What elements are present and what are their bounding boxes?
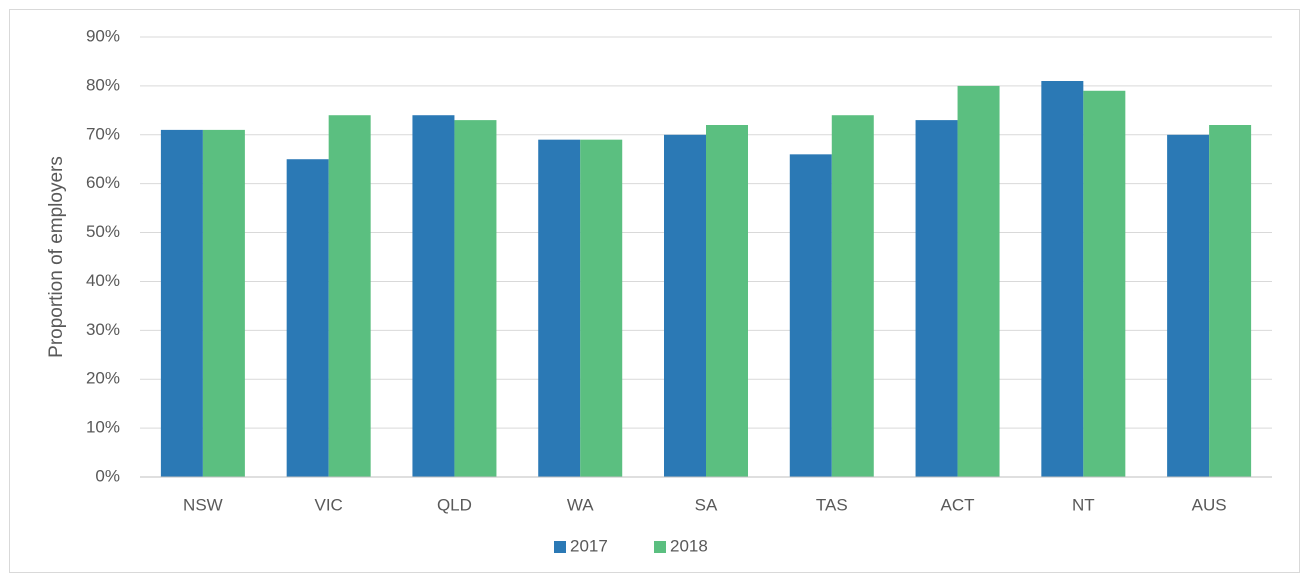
x-tick-label: QLD (437, 495, 472, 514)
bar (1167, 134, 1210, 477)
y-tick-label: 0% (95, 466, 120, 485)
y-tick-label: 20% (86, 369, 120, 388)
bar (789, 154, 832, 478)
y-tick-label: 80% (86, 75, 120, 94)
legend-label: 2017 (570, 536, 608, 555)
y-tick-label: 60% (86, 173, 120, 192)
bar (202, 129, 245, 477)
bar (580, 139, 623, 477)
bar (454, 120, 497, 477)
y-tick-label: 30% (86, 320, 120, 339)
y-tick-label: 70% (86, 124, 120, 143)
x-tick-label: VIC (314, 495, 342, 514)
x-tick-label: AUS (1192, 495, 1227, 514)
x-tick-label: WA (567, 495, 594, 514)
bar (664, 134, 706, 477)
bar (1209, 125, 1252, 477)
y-tick-label: 40% (86, 271, 120, 290)
y-axis-label: Proportion of employers (46, 156, 67, 358)
bar (286, 159, 329, 477)
y-tick-label: 90% (86, 26, 120, 45)
legend-swatch (554, 541, 566, 553)
bar (957, 85, 1000, 477)
x-tick-label: ACT (941, 495, 975, 514)
bar (538, 139, 581, 477)
legend-swatch (654, 541, 666, 553)
x-tick-label: SA (695, 495, 718, 514)
bar (1083, 90, 1126, 478)
bar (706, 125, 748, 477)
x-tick-label: NSW (183, 495, 223, 514)
bar (160, 129, 203, 477)
x-tick-label: NT (1072, 495, 1095, 514)
bar (412, 115, 455, 477)
bar (1041, 81, 1084, 477)
x-tick-label: TAS (816, 495, 848, 514)
bar (831, 115, 874, 477)
bar (328, 115, 371, 477)
bar (915, 120, 958, 477)
legend-label: 2018 (670, 536, 708, 555)
y-tick-label: 50% (86, 222, 120, 241)
y-tick-label: 10% (86, 418, 120, 437)
